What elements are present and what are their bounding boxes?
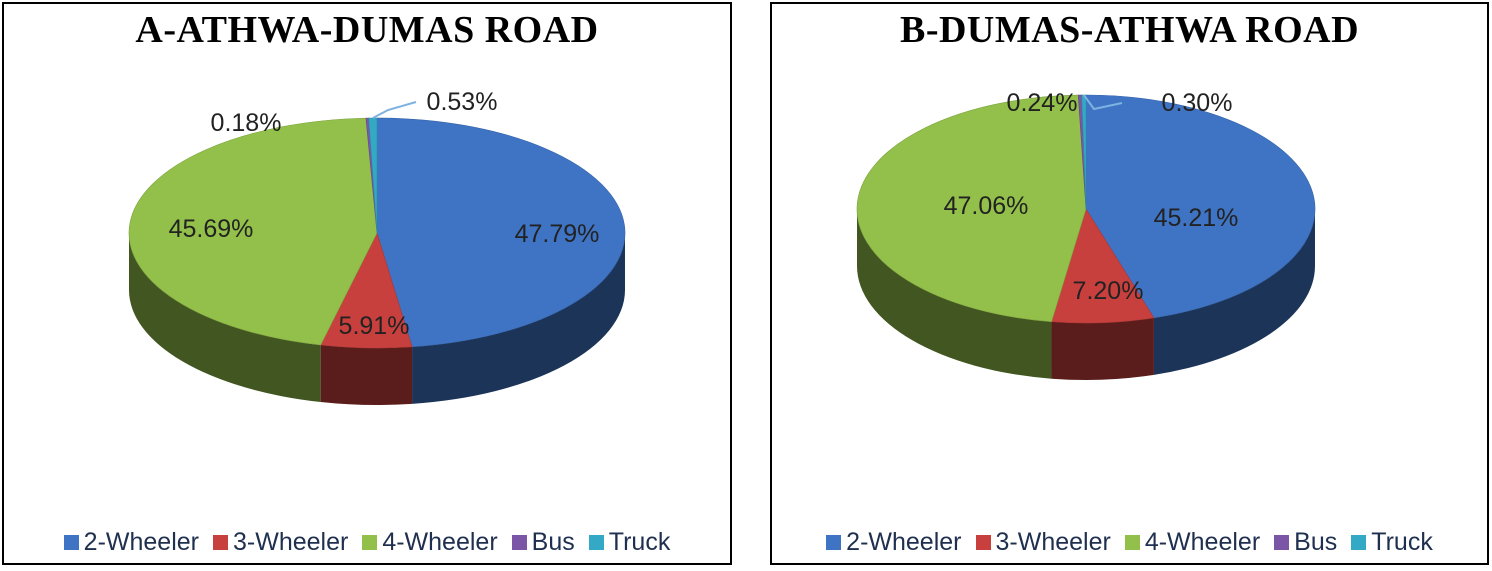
- pie-side-4-wheeler: [857, 209, 1052, 379]
- pie-top-group: [856, 94, 1316, 324]
- legend-label: Bus: [531, 528, 575, 556]
- data-label-truck: 0.30%: [1162, 89, 1233, 117]
- legend-item-2-wheeler: 2-Wheeler: [63, 528, 199, 557]
- legend-swatch: [511, 535, 527, 550]
- data-label-4-wheeler: 47.06%: [944, 192, 1029, 220]
- pie-side-group: [857, 209, 1315, 380]
- legend-item-bus: Bus: [1274, 528, 1337, 557]
- data-label-truck: 0.53%: [427, 88, 498, 116]
- pie-slice-4-wheeler: [128, 117, 378, 346]
- data-label-3-wheeler: 5.91%: [339, 312, 410, 340]
- pie-side-3-wheeler: [320, 344, 413, 405]
- legend-swatch: [362, 535, 378, 550]
- legend-swatch: [1124, 535, 1140, 550]
- legend: 2-Wheeler 3-Wheeler 4-Wheeler Bus Truck: [772, 528, 1487, 557]
- legend-item-bus: Bus: [511, 528, 575, 557]
- legend-swatch: [63, 535, 79, 550]
- data-label-4-wheeler: 45.69%: [169, 215, 254, 243]
- legend-label: 3-Wheeler: [233, 528, 349, 556]
- legend-swatch: [588, 535, 604, 550]
- legend-label: Bus: [1294, 528, 1338, 556]
- pie-top-group: [128, 117, 626, 349]
- legend-swatch: [826, 535, 842, 550]
- legend-item-3-wheeler: 3-Wheeler: [213, 528, 348, 557]
- legend-item-4-wheeler: 4-Wheeler: [1124, 528, 1261, 557]
- data-label-3-wheeler: 7.20%: [1073, 277, 1144, 305]
- data-labels: 47.79% 5.91% 45.69% 0.18% 0.53%: [169, 88, 600, 340]
- pie-chart-b: 45.21% 7.20% 47.06% 0.24% 0.30%: [856, 89, 1316, 380]
- data-label-2-wheeler: 47.79%: [515, 220, 600, 248]
- legend-label: Truck: [1371, 528, 1433, 556]
- legend-item-2-wheeler: 2-Wheeler: [826, 528, 962, 557]
- legend-label: 4-Wheeler: [382, 528, 498, 556]
- leader-line-truck: [1083, 94, 1123, 111]
- pie-slice-2-wheeler: [1085, 94, 1316, 319]
- pie-chart-a: 47.79% 5.91% 45.69% 0.18% 0.53%: [128, 88, 626, 405]
- chart-panel-a: A-ATHWA-DUMAS ROAD 47.79% 5.91% 45.69% 0.18…: [2, 2, 732, 565]
- leader-line-truck: [372, 101, 417, 119]
- pie-side-4-wheeler: [129, 233, 321, 402]
- legend-label: 3-Wheeler: [995, 528, 1111, 556]
- pie-slice-truck: [368, 117, 378, 234]
- pie-side-2-wheeler: [412, 233, 625, 404]
- pie-side-2-wheeler: [1153, 209, 1315, 375]
- pie-slice-truck: [1081, 94, 1087, 210]
- legend-label: 4-Wheeler: [1144, 528, 1261, 556]
- legend: 2-Wheeler 3-Wheeler 4-Wheeler Bus Truck: [4, 528, 730, 557]
- chart-panel-b: B-DUMAS-ATHWA ROAD 45.21% 7.20% 47.06% 0.24…: [770, 2, 1489, 565]
- legend-label: 2-Wheeler: [846, 528, 962, 556]
- pie-slice-2-wheeler: [376, 117, 626, 348]
- legend-swatch: [1274, 535, 1290, 550]
- legend-item-truck: Truck: [1351, 528, 1433, 557]
- pie-side-group: [129, 233, 625, 405]
- pie-side-3-wheeler: [1051, 317, 1154, 380]
- data-label-2-wheeler: 45.21%: [1154, 204, 1239, 232]
- legend-label: 2-Wheeler: [83, 528, 199, 556]
- legend-swatch: [213, 535, 228, 550]
- data-label-bus: 0.24%: [1007, 89, 1078, 117]
- legend-item-3-wheeler: 3-Wheeler: [975, 528, 1111, 557]
- data-label-bus: 0.18%: [211, 109, 282, 137]
- pie-slice-4-wheeler: [856, 94, 1087, 323]
- legend-item-4-wheeler: 4-Wheeler: [362, 528, 498, 557]
- chart-title: B-DUMAS-ATHWA ROAD: [899, 9, 1360, 51]
- legend-item-truck: Truck: [588, 528, 671, 557]
- legend-swatch: [1351, 535, 1367, 550]
- data-labels: 45.21% 7.20% 47.06% 0.24% 0.30%: [944, 89, 1239, 305]
- legend-swatch: [975, 535, 991, 550]
- chart-title: A-ATHWA-DUMAS ROAD: [135, 9, 599, 51]
- pie-slice-3-wheeler: [1051, 208, 1155, 324]
- legend-label: Truck: [608, 528, 671, 556]
